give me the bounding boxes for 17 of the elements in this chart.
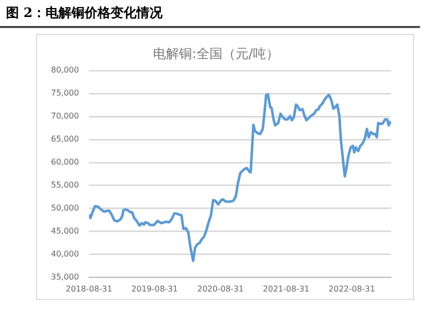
y-tick-label: 75,000 <box>50 88 79 98</box>
y-tick-label: 45,000 <box>50 226 79 236</box>
x-tick-label: 2021-08-31 <box>262 284 310 294</box>
x-tick-label: 2018-08-31 <box>66 284 112 294</box>
y-tick-label: 50,000 <box>50 204 79 213</box>
y-tick-label: 35,000 <box>50 272 79 282</box>
x-tick-label: 2022-08-31 <box>328 284 376 294</box>
y-tick-label: 40,000 <box>50 250 79 258</box>
y-tick-label: 70,000 <box>50 112 79 121</box>
x-tick-label: 2020-08-31 <box>197 284 244 294</box>
y-tick-label: 60,000 <box>50 158 79 167</box>
x-tick-label: 2019-08-31 <box>131 284 178 294</box>
y-tick-label: 65,000 <box>50 134 79 144</box>
y-tick-label: 55,000 <box>50 180 79 190</box>
y-tick-label: 80,000 <box>50 66 79 75</box>
chart-title: 图 2：电解铜价格变化情况 <box>6 4 163 22</box>
chart-subtitle: 电解铜:全国（元/吨） <box>153 47 279 62</box>
